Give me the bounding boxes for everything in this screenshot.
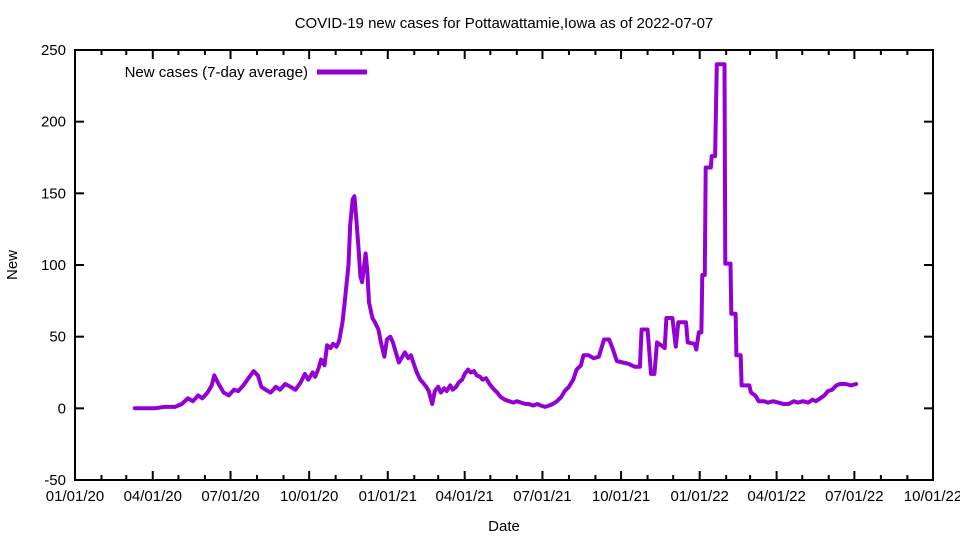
x-tick-label: 01/01/20 [46, 488, 104, 505]
x-tick-label: 04/01/22 [747, 488, 805, 505]
axes-layer: -50 0 50 100 150 200 250 01/01/20 04/01/20 07/01/… [41, 42, 960, 505]
series-layer [132, 62, 859, 411]
x-tick-label: 10/01/20 [280, 488, 338, 505]
y-tick-label: -50 [44, 472, 66, 489]
x-tick-label: 01/01/22 [671, 488, 729, 505]
y-tick-label: 50 [49, 329, 66, 346]
x-tick-label: 04/01/20 [124, 488, 182, 505]
x-tick-label: 07/01/20 [201, 488, 259, 505]
y-tick-label: 100 [41, 257, 66, 274]
x-axis-title: Date [488, 518, 520, 535]
legend-label: New cases (7-day average) [125, 64, 308, 81]
y-axis-title: New [4, 250, 21, 280]
data-line [132, 62, 859, 411]
x-tick-label: 07/01/21 [513, 488, 571, 505]
x-tick-label: 07/01/22 [825, 488, 883, 505]
x-tick-label: 01/01/21 [359, 488, 417, 505]
plot-border [74, 49, 934, 481]
x-tick-label: 10/01/21 [592, 488, 650, 505]
y-tick-label: 150 [41, 185, 66, 202]
y-tick-label: 200 [41, 114, 66, 131]
y-tick-label: 0 [58, 400, 66, 417]
x-tick-label: 10/01/22 [904, 488, 960, 505]
y-tick-label: 250 [41, 42, 66, 59]
chart-title: COVID-19 new cases for Pottawattamie,Iow… [295, 15, 714, 32]
x-tick-label: 04/01/21 [435, 488, 493, 505]
